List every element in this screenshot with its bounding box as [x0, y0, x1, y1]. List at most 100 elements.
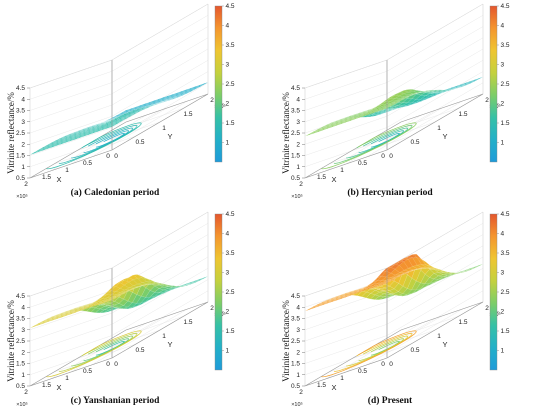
x-tick-label: 1.5	[42, 382, 51, 389]
surface-mesh	[304, 254, 484, 312]
x-tick-label: 1.5	[42, 174, 51, 181]
surface-facet	[95, 308, 105, 314]
z-tick-label: 3	[296, 119, 300, 126]
floor-gridline	[376, 107, 460, 137]
floor-outline	[304, 301, 484, 387]
x-tick-label: 0	[381, 153, 385, 160]
y-tick-label: 1.5	[183, 111, 192, 118]
surface-facet	[29, 150, 39, 155]
y-tick-label: 1.5	[458, 319, 467, 326]
x-axis-multiplier: ×10⁵	[291, 401, 303, 408]
y-tick-label: 0.5	[410, 347, 419, 354]
colorbar	[214, 5, 223, 163]
floor-contour	[358, 130, 405, 153]
surface-facet	[313, 127, 323, 132]
x-axis-label: X	[331, 383, 336, 392]
colorbar-tick-label: 2.5	[226, 81, 235, 88]
colorbar-tick-label: 3.5	[501, 250, 510, 257]
colorbar-tick-label: 3.5	[226, 42, 235, 49]
y-tick-label: 1.5	[458, 111, 467, 118]
z-gridline	[29, 3, 209, 89]
y-tick-label: 1	[162, 125, 166, 132]
z-tick-label: 4	[296, 304, 300, 311]
z-gridline	[304, 48, 484, 134]
colorbar-tick-label: 2	[501, 101, 505, 108]
floor-contour	[358, 338, 405, 361]
z-tick-label: 3	[21, 119, 25, 126]
z-gridline	[29, 37, 209, 122]
surface-facet	[64, 132, 74, 137]
colorbar-tick-label: 4	[501, 231, 505, 238]
z-axis-label: Vitrinite reflectance/%	[6, 300, 16, 382]
x-tick-label: 2	[24, 181, 28, 188]
z-tick-label: 1	[296, 164, 300, 171]
x-tick-label: 1	[65, 167, 69, 174]
surface-facet	[370, 113, 380, 117]
y-tick-label: 0	[389, 153, 393, 160]
z-tick-label: 3	[296, 327, 300, 334]
x-axis-label: X	[56, 175, 61, 184]
y-tick-label: 0	[114, 153, 118, 160]
z-tick-label: 4	[21, 304, 25, 311]
surface-facet	[304, 306, 314, 312]
z-tick-label: 4.5	[291, 293, 300, 300]
y-axis-label: Y	[167, 132, 172, 141]
colorbar-tick-label: 4	[501, 23, 505, 30]
colorbar-tick-label: 1	[501, 140, 505, 147]
surface-facet	[43, 143, 53, 148]
y-tick-label: 1	[162, 333, 166, 340]
x-tick-label: 0.5	[83, 368, 92, 375]
colorbar-tick-label: 2.5	[501, 81, 510, 88]
surface-mesh	[29, 274, 209, 329]
z-tick-label: 3.5	[291, 316, 300, 323]
colorbar-tick-label: 2	[226, 309, 230, 316]
z-tick-label: 4	[21, 96, 25, 103]
x-tick-label: 1	[65, 375, 69, 382]
floor-contour	[95, 132, 125, 148]
floor-contour	[321, 330, 417, 378]
z-tick-label: 2.5	[16, 130, 25, 137]
z-axis-label: Vitrinite reflectance/%	[6, 92, 16, 174]
surface-facet	[304, 132, 314, 137]
floor-contour	[46, 122, 142, 170]
floor-gridline	[101, 107, 185, 137]
z-tick-label: 1.5	[291, 153, 300, 160]
floor-contour	[71, 127, 134, 159]
surface-facet	[326, 121, 336, 125]
colorbar-tick-label: 1.5	[226, 120, 235, 127]
x-axis-multiplier: ×10⁵	[291, 193, 303, 200]
y-tick-label: 2	[210, 305, 214, 312]
floor-gridline	[77, 121, 161, 151]
floor-contour	[370, 340, 400, 356]
y-tick-label: 0	[389, 361, 393, 368]
y-axis-label: Y	[167, 340, 172, 349]
z-tick-label: 4.5	[16, 293, 25, 300]
floor-gridline	[352, 329, 436, 359]
floor-contour	[321, 122, 417, 170]
y-axis-label: Y	[442, 340, 447, 349]
z-tick-label: 4.5	[16, 85, 25, 92]
colorbar	[489, 213, 498, 371]
z-tick-label: 3.5	[16, 316, 25, 323]
y-tick-label: 1	[437, 333, 441, 340]
y-axis-label: Y	[442, 132, 447, 141]
floor-gridline	[376, 315, 460, 345]
panel-caption: (b) Hercynian period	[347, 187, 433, 198]
x-tick-label: 2	[299, 389, 303, 396]
colorbar-tick-label: 2.5	[226, 289, 235, 296]
z-tick-label: 2.5	[291, 130, 300, 137]
floor-gridline	[101, 315, 185, 345]
surface-facet	[29, 323, 39, 329]
floor-contour	[95, 340, 125, 356]
x-tick-label: 0	[381, 361, 385, 368]
panel-caption: (a) Caledonian period	[71, 187, 160, 198]
colorbar-tick-label: 1.5	[501, 120, 510, 127]
x-tick-label: 1.5	[317, 382, 326, 389]
z-tick-label: 4	[296, 96, 300, 103]
floor-contour	[346, 335, 409, 367]
floor-contour	[71, 335, 134, 367]
floor-outline	[29, 93, 209, 179]
surface-facet	[366, 114, 376, 118]
z-tick-label: 1.5	[291, 361, 300, 368]
